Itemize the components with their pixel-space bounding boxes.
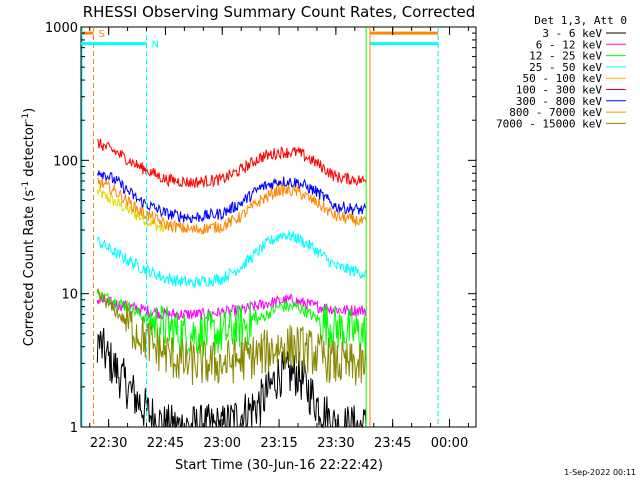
- series-line-12-25-kev: [96, 288, 367, 359]
- legend-label: 6 - 12 keV: [536, 38, 603, 51]
- legend-label: 100 - 300 keV: [516, 84, 602, 97]
- legend-label: 12 - 25 keV: [529, 50, 602, 63]
- flag-label-n: N: [152, 40, 159, 51]
- plot-frame: [80, 26, 477, 428]
- legend-label: 25 - 50 keV: [529, 61, 602, 74]
- x-axis-label: Start Time (30-Jun-16 22:22:42): [175, 458, 383, 473]
- y-tick-label: 1: [70, 421, 78, 436]
- series-line-extra: [96, 187, 166, 233]
- y-axis-label-sup1: -1: [21, 181, 31, 190]
- y-axis-label-main: Corrected Count Rate (s: [22, 190, 37, 347]
- y-axis-label: Corrected Count Rate (s-1 detector-1): [21, 108, 37, 346]
- series-line-300-800-kev: [96, 170, 367, 224]
- y-axis-label-mid: detector: [22, 121, 37, 181]
- series-line-7000-15000-kev: [96, 288, 367, 386]
- y-tick-label: 1000: [45, 21, 78, 36]
- x-tick-label: 23:45: [374, 436, 411, 451]
- axis-layer: 1 10 100 1000 22:30 22:45 23:00 23:15 23:30 23:45…: [45, 21, 476, 451]
- y-tick-label: 10: [61, 288, 78, 303]
- flag-label-s: S: [98, 29, 104, 40]
- series-line-800-7000-kev: [97, 177, 367, 235]
- series-line-100-300-kev: [96, 138, 367, 188]
- x-tick-label: 23:15: [260, 436, 297, 451]
- series-line-3-6-kev: [96, 327, 367, 429]
- series-line-6-12-kev: [96, 292, 367, 321]
- y-axis-label-sup2: -1: [21, 113, 31, 122]
- legend-label: 50 - 100 keV: [523, 72, 603, 85]
- x-tick-label: 22:45: [147, 436, 184, 451]
- series-line-25-50-kev: [96, 230, 367, 289]
- timestamp: 1-Sep-2022 00:11: [564, 468, 636, 477]
- y-axis-label-end: ): [22, 108, 37, 113]
- legend-label: 800 - 7000 keV: [509, 106, 602, 119]
- legend-header: Det 1,3, Att 0: [534, 14, 627, 27]
- series-layer: [96, 138, 367, 429]
- x-tick-label: 23:30: [317, 436, 354, 451]
- x-tick-label: 23:00: [204, 436, 241, 451]
- flag-layer: SN: [81, 27, 439, 427]
- x-tick-label: 22:30: [90, 436, 127, 451]
- legend-label: 3 - 6 keV: [542, 27, 602, 40]
- y-tick-label: 100: [53, 154, 78, 169]
- x-tick-label: 00:00: [431, 436, 468, 451]
- chart-title: RHESSI Observing Summary Count Rates, Co…: [83, 3, 476, 21]
- legend-label: 300 - 800 keV: [516, 95, 602, 108]
- legend-label: 7000 - 15000 keV: [496, 117, 602, 130]
